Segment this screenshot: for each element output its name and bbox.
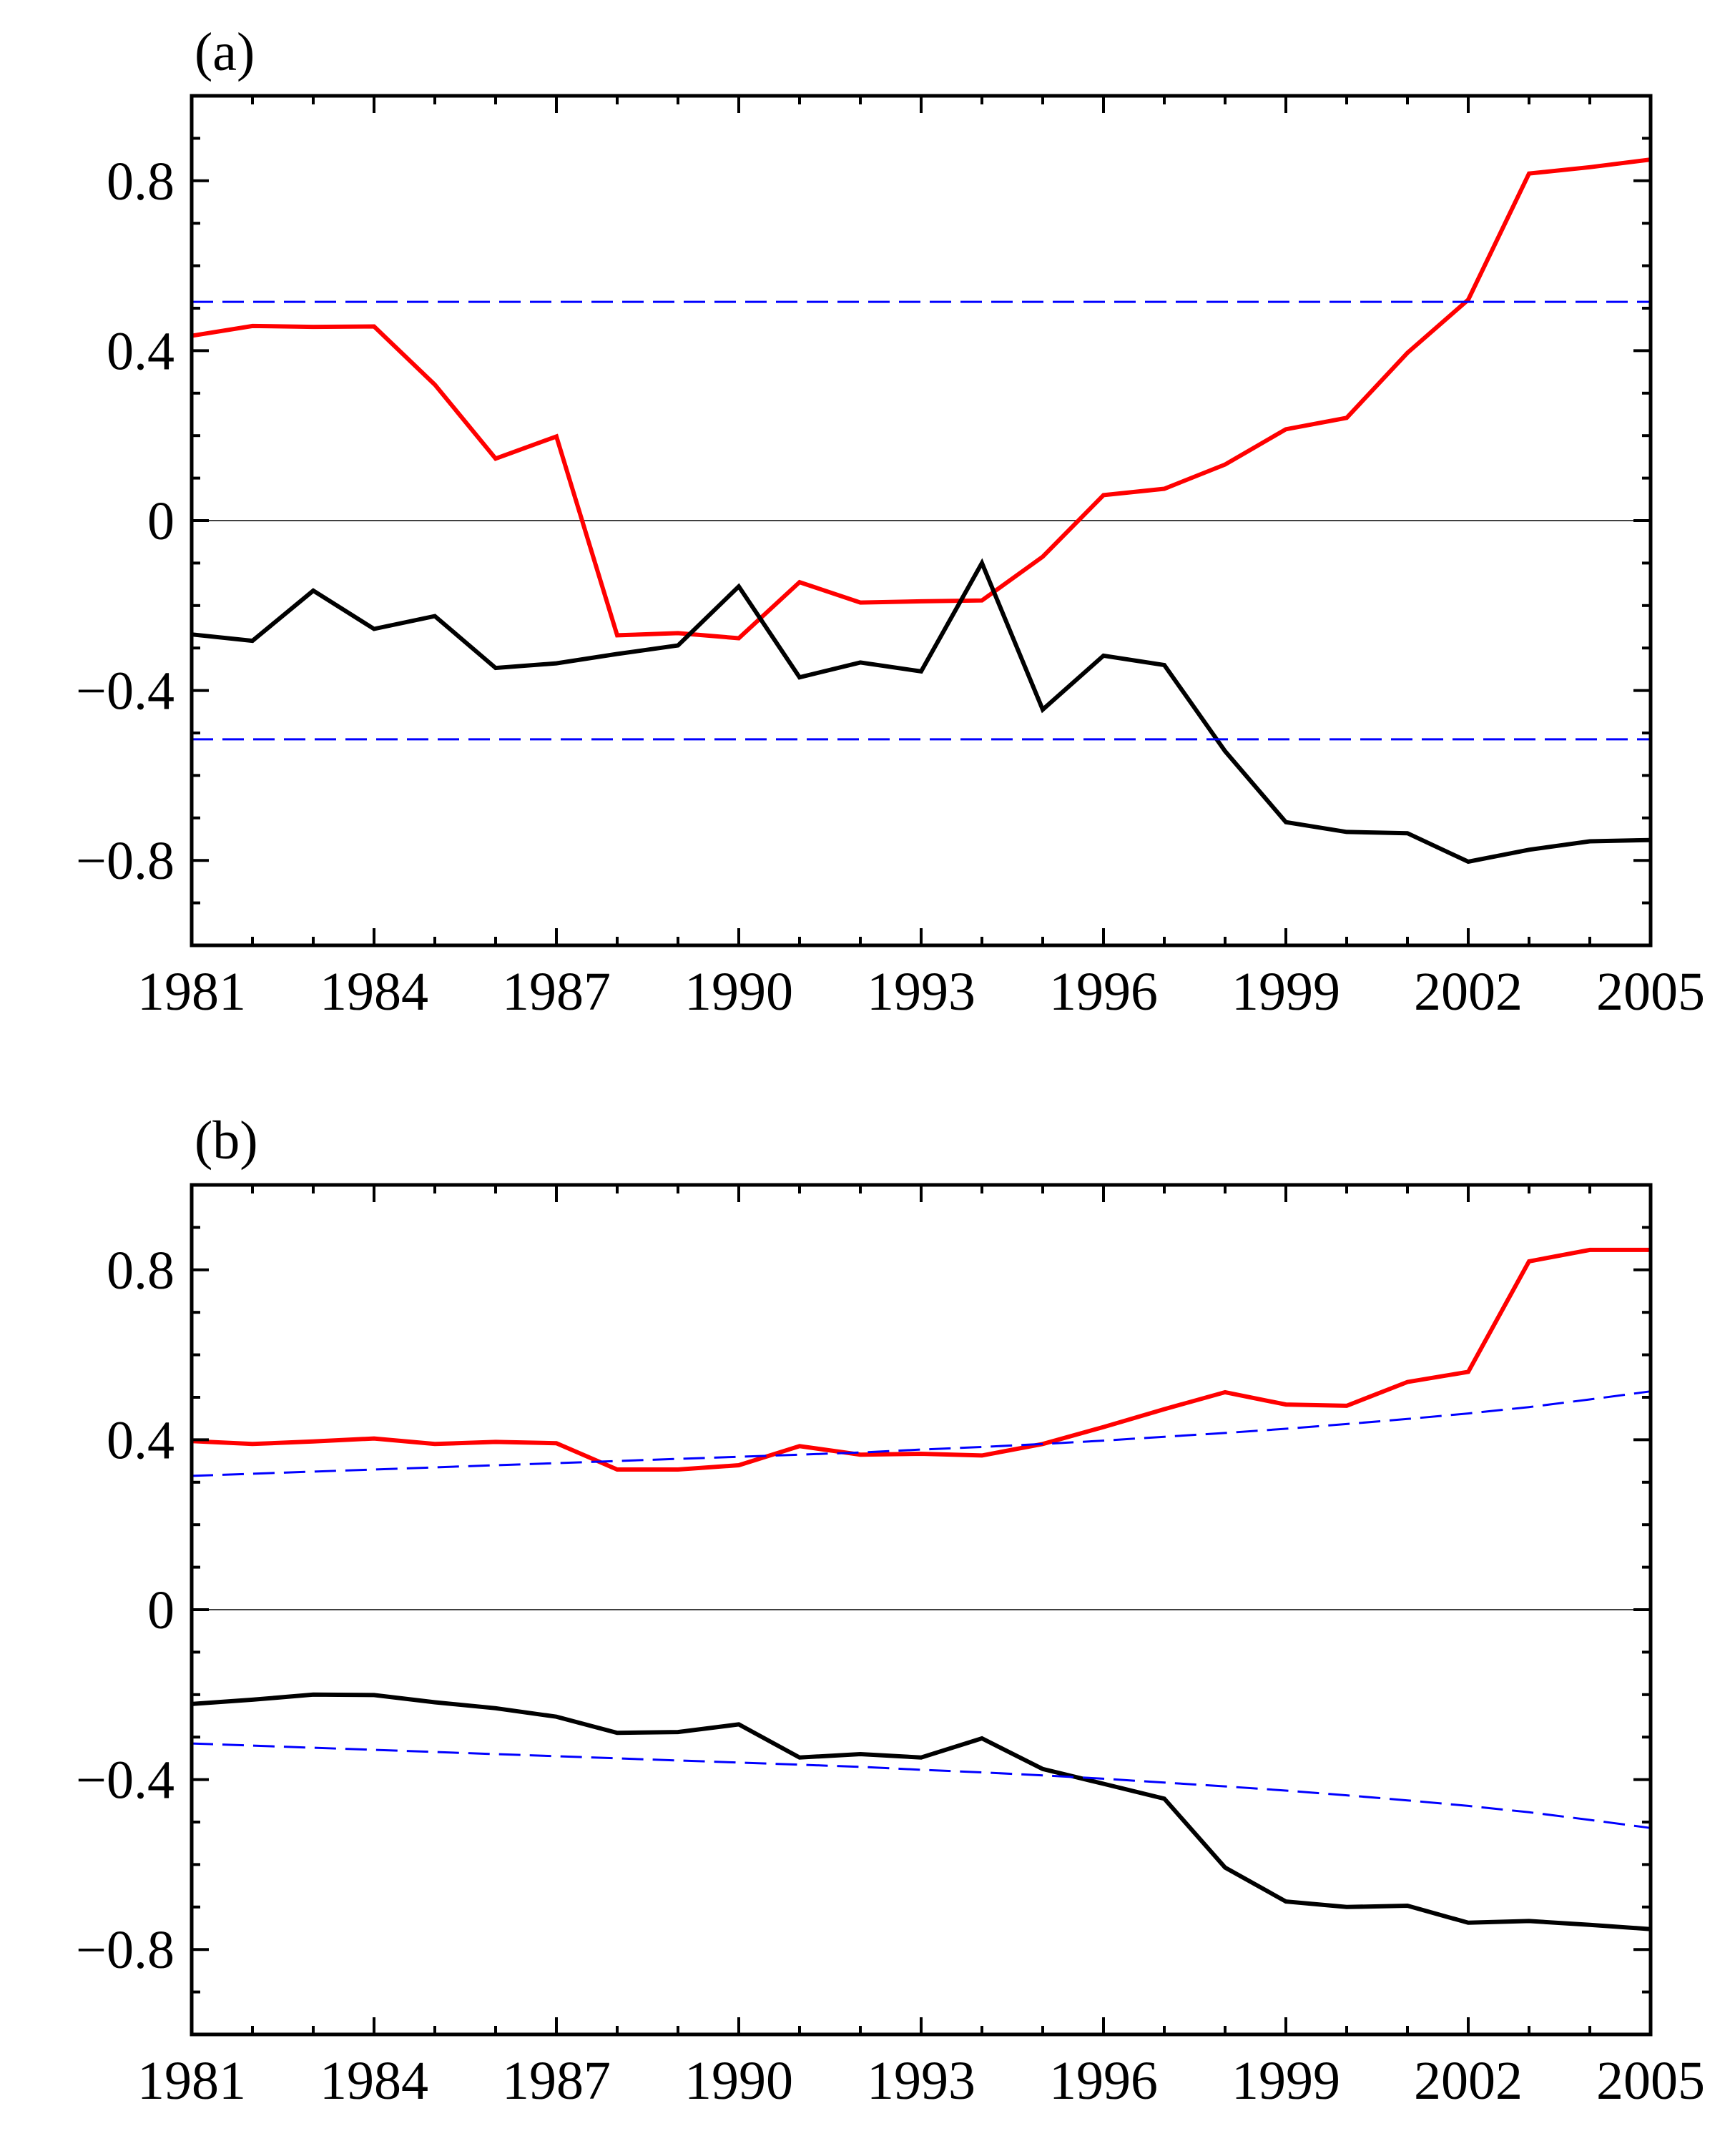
y-tick-label: 0 bbox=[147, 491, 175, 551]
x-tick-label: 1993 bbox=[867, 2051, 975, 2111]
y-tick-label: −0.8 bbox=[76, 1920, 175, 1980]
series-black-line bbox=[191, 558, 1651, 865]
series-red-line bbox=[191, 1247, 1651, 1472]
y-tick-label: 0.4 bbox=[107, 1410, 175, 1470]
x-tick-label: 1984 bbox=[320, 2051, 428, 2111]
y-tick-label: −0.8 bbox=[76, 831, 175, 891]
x-tick-label: 2005 bbox=[1596, 2051, 1705, 2111]
x-tick-label: 2002 bbox=[1414, 2051, 1523, 2111]
x-tick-label: 1990 bbox=[684, 962, 793, 1022]
x-tick-label: 2005 bbox=[1596, 962, 1705, 1022]
panel-label: (b) bbox=[195, 1111, 258, 1171]
x-tick-label: 1981 bbox=[137, 2051, 246, 2111]
y-tick-label: 0 bbox=[147, 1580, 175, 1640]
x-tick-label: 1996 bbox=[1049, 962, 1158, 1022]
y-tick-label: 0.8 bbox=[107, 152, 175, 212]
series-upper-threshold-line bbox=[191, 1390, 1651, 1477]
panel-a: 0.8 0.4 0 −0.4 −0.8 1981 1984 1987 1990 1993 1996 1… bbox=[76, 22, 1705, 1022]
x-tick-label: 1984 bbox=[320, 962, 428, 1022]
tick-marks-layer bbox=[190, 94, 1652, 947]
x-tick-label: 1987 bbox=[502, 962, 611, 1022]
series-lower-threshold-line bbox=[191, 1742, 1651, 1829]
panel-b: 0.8 0.4 0 −0.4 −0.8 1981 1984 1987 1990 1993 1996 1… bbox=[76, 1111, 1705, 2111]
x-tick-label: 1981 bbox=[137, 962, 246, 1022]
tick-labels-layer: 0.8 0.4 0 −0.4 −0.8 1981 1984 1987 1990 1993 1996 1… bbox=[76, 152, 1705, 1022]
tick-labels-layer: 0.8 0.4 0 −0.4 −0.8 1981 1984 1987 1990 1993 1996 1… bbox=[76, 1241, 1705, 2111]
y-tick-label: 0.4 bbox=[107, 321, 175, 381]
y-tick-label: −0.4 bbox=[76, 1751, 175, 1811]
x-tick-label: 2002 bbox=[1414, 962, 1523, 1022]
y-tick-label: 0.8 bbox=[107, 1241, 175, 1301]
x-tick-label: 1999 bbox=[1232, 962, 1340, 1022]
series-layer bbox=[191, 157, 1651, 865]
series-black-line bbox=[191, 1692, 1651, 1931]
tick-marks-layer bbox=[190, 1183, 1652, 2036]
y-tick-label: −0.4 bbox=[76, 661, 175, 722]
x-tick-label: 1987 bbox=[502, 2051, 611, 2111]
series-layer bbox=[191, 1247, 1651, 1931]
x-tick-label: 1993 bbox=[867, 962, 975, 1022]
series-red-line bbox=[191, 157, 1651, 641]
x-tick-label: 1996 bbox=[1049, 2051, 1158, 2111]
x-tick-label: 1999 bbox=[1232, 2051, 1340, 2111]
panel-label: (a) bbox=[195, 22, 255, 82]
x-tick-label: 1990 bbox=[684, 2051, 793, 2111]
